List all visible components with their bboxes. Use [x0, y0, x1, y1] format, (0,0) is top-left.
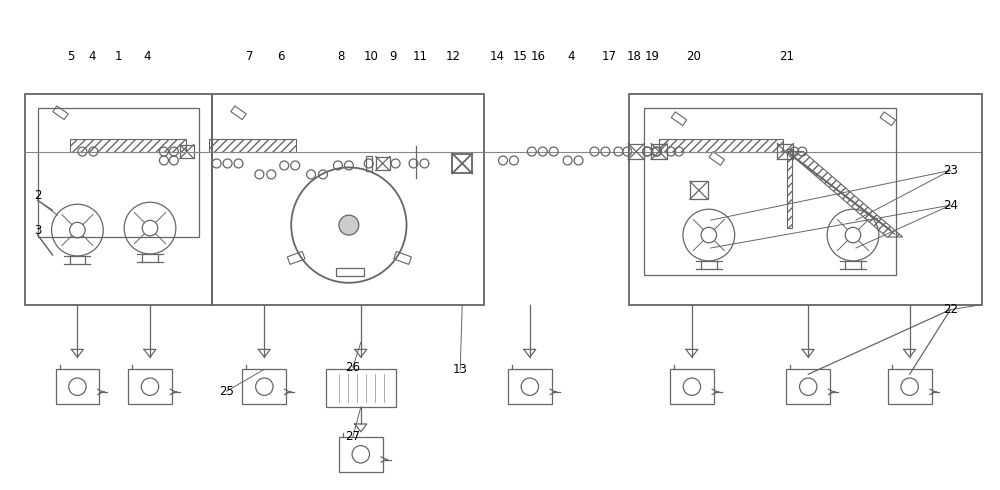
- Bar: [339, 437, 383, 472]
- Text: 15: 15: [512, 49, 527, 63]
- Bar: [326, 369, 396, 407]
- Text: 21: 21: [779, 49, 794, 63]
- Text: 4: 4: [143, 49, 151, 63]
- Text: 1: 1: [114, 49, 122, 63]
- Text: 27: 27: [345, 430, 360, 443]
- Text: 18: 18: [627, 49, 642, 63]
- Text: 23: 23: [943, 164, 958, 177]
- Bar: [209, 139, 296, 151]
- Bar: [336, 268, 364, 276]
- Bar: [242, 369, 286, 404]
- Bar: [777, 144, 793, 159]
- Text: 7: 7: [246, 49, 253, 63]
- Text: 16: 16: [530, 49, 545, 63]
- Bar: [508, 369, 552, 404]
- Bar: [70, 139, 186, 151]
- Text: 10: 10: [363, 49, 378, 63]
- Text: 2: 2: [34, 189, 41, 202]
- Text: 12: 12: [446, 49, 461, 63]
- Text: 20: 20: [686, 49, 701, 63]
- Text: 14: 14: [490, 49, 505, 63]
- Text: 8: 8: [337, 49, 345, 63]
- Bar: [786, 369, 830, 404]
- Bar: [629, 94, 982, 305]
- Bar: [651, 144, 667, 159]
- Text: 3: 3: [34, 223, 41, 237]
- Bar: [180, 145, 194, 158]
- Bar: [452, 153, 472, 173]
- Bar: [628, 144, 644, 159]
- Text: 24: 24: [943, 199, 958, 212]
- Bar: [888, 369, 932, 404]
- Bar: [212, 94, 484, 305]
- Text: 6: 6: [277, 49, 285, 63]
- Bar: [670, 369, 714, 404]
- Bar: [376, 156, 390, 171]
- Text: 17: 17: [602, 49, 617, 63]
- Text: 13: 13: [453, 363, 468, 376]
- Bar: [787, 148, 792, 228]
- Bar: [25, 94, 212, 305]
- Bar: [128, 369, 172, 404]
- Text: 5: 5: [67, 49, 74, 63]
- Text: 11: 11: [413, 49, 428, 63]
- Text: 4: 4: [89, 49, 96, 63]
- Bar: [38, 108, 199, 237]
- Bar: [644, 108, 896, 275]
- Bar: [659, 139, 783, 151]
- Text: 26: 26: [345, 361, 360, 374]
- Text: 9: 9: [389, 49, 396, 63]
- Bar: [690, 181, 708, 199]
- Text: 25: 25: [219, 385, 234, 398]
- Text: 19: 19: [645, 49, 660, 63]
- Bar: [366, 155, 372, 172]
- Bar: [56, 369, 99, 404]
- Text: 22: 22: [943, 303, 958, 316]
- Circle shape: [339, 215, 359, 235]
- Text: 4: 4: [568, 49, 575, 63]
